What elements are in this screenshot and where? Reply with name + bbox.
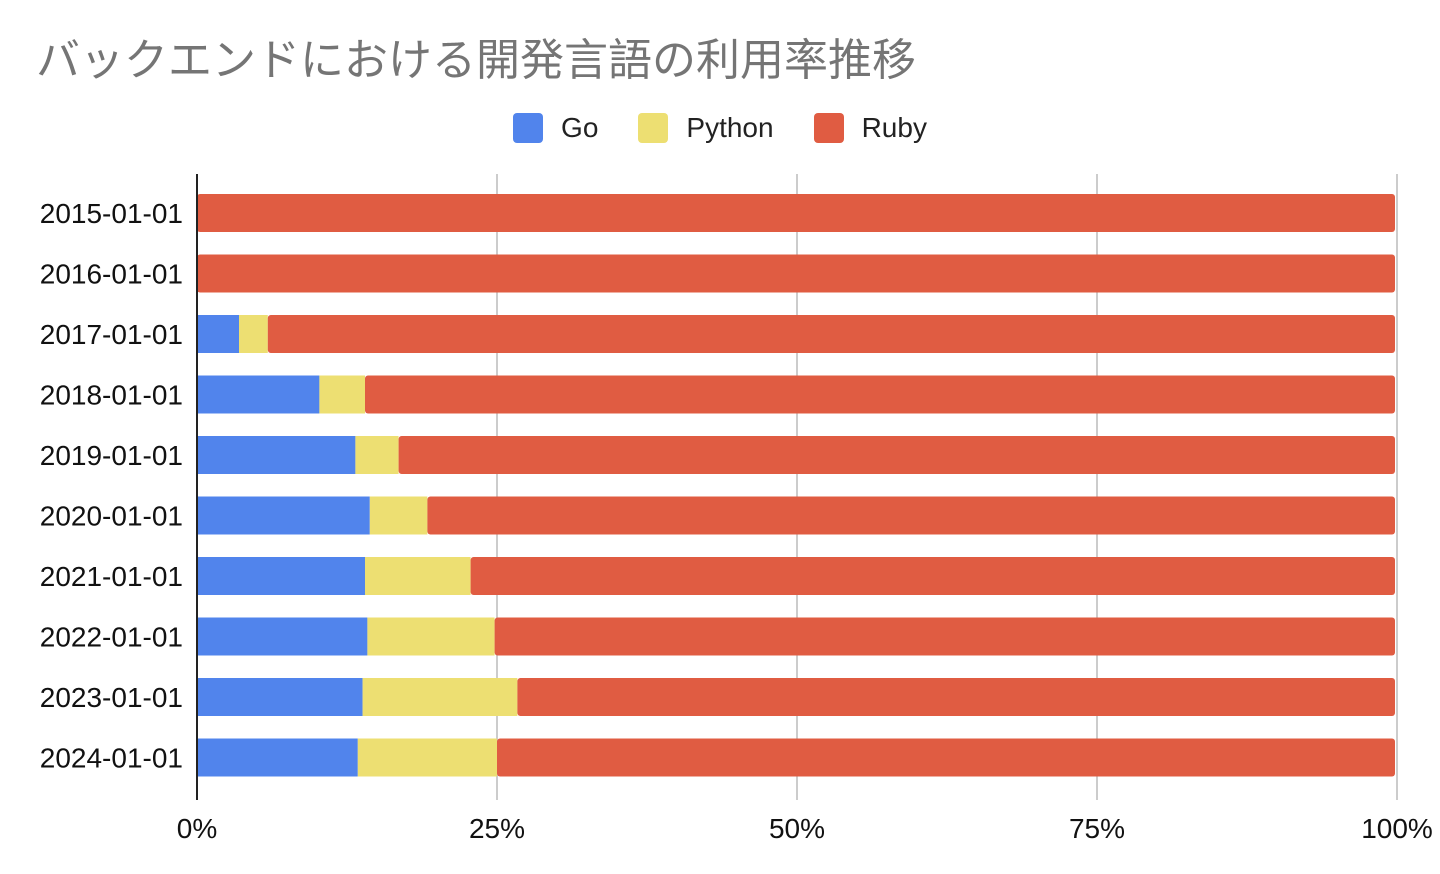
legend-swatch-python (638, 113, 669, 143)
legend-swatch-go (513, 113, 544, 143)
x-tick-label: 100% (1361, 813, 1433, 844)
bar-ruby (470, 557, 1396, 595)
bar-go (197, 617, 368, 656)
bar-python (369, 496, 428, 535)
y-tick-label: 2020-01-01 (40, 501, 183, 532)
bar-go (197, 557, 365, 595)
bar-python (355, 436, 399, 474)
legend-label-go: Go (561, 112, 599, 143)
legend-item-ruby: Ruby (813, 112, 927, 144)
bar-go (197, 315, 239, 353)
y-tick-label: 2022-01-01 (40, 622, 183, 653)
bar-ruby (365, 375, 1395, 414)
bar-go (197, 496, 370, 535)
legend-item-python: Python (638, 112, 774, 144)
x-tick-label: 0% (177, 813, 217, 844)
y-tick-label: 2017-01-01 (40, 319, 183, 350)
bar-ruby (427, 496, 1395, 535)
x-tick-label: 50% (769, 813, 825, 844)
y-tick-label: 2016-01-01 (40, 259, 183, 290)
legend-label-ruby: Ruby (861, 112, 927, 143)
y-tick-label: 2015-01-01 (40, 198, 183, 229)
bar-ruby (517, 678, 1395, 716)
bar-go (197, 678, 363, 716)
legend-item-go: Go (513, 112, 598, 144)
y-tick-label: 2019-01-01 (40, 440, 183, 471)
bar-go (197, 738, 358, 777)
y-tick-label: 2021-01-01 (40, 561, 183, 592)
bar-go (197, 375, 320, 414)
bar-python (357, 738, 497, 777)
legend: Go Python Ruby (0, 108, 1440, 148)
chart-title: バックエンドにおける開発言語の利用率推移 (36, 35, 916, 86)
bar-ruby (197, 254, 1395, 293)
bar-go (197, 436, 356, 474)
bar-python (367, 617, 495, 656)
legend-swatch-ruby (813, 113, 844, 143)
bar-python (362, 678, 518, 716)
bar-ruby (197, 194, 1395, 232)
bar-python (239, 315, 268, 353)
y-tick-label: 2018-01-01 (40, 380, 183, 411)
y-tick-label: 2023-01-01 (40, 682, 183, 713)
bar-python (365, 557, 471, 595)
bar-ruby (494, 617, 1396, 656)
y-tick-label: 2024-01-01 (40, 743, 183, 774)
bar-ruby (398, 436, 1396, 474)
x-tick-label: 25% (469, 813, 525, 844)
x-tick-label: 75% (1069, 813, 1125, 844)
bar-python (319, 375, 365, 414)
legend-label-python: Python (686, 112, 774, 143)
bar-ruby (267, 315, 1395, 353)
bar-ruby (497, 738, 1395, 777)
